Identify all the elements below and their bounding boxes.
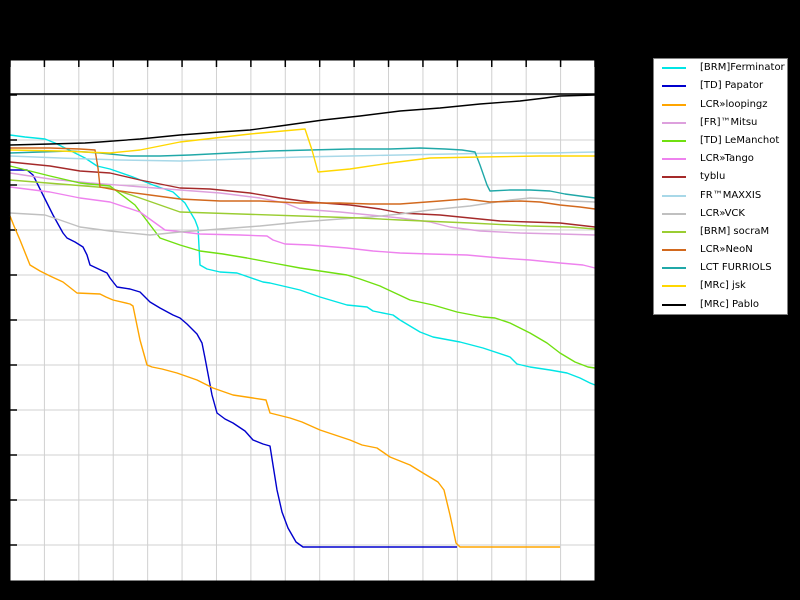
legend-label: LCR»loopingz [700, 98, 768, 110]
legend-label: FR™MAXXIS [700, 189, 762, 201]
legend-item: FR™MAXXIS [654, 187, 787, 205]
legend-label: LCR»NeoN [700, 244, 753, 256]
legend-item: LCR»VCK [654, 205, 787, 223]
legend-color-marker [662, 103, 686, 106]
series-line-0 [9, 134, 596, 386]
series-line-10 [10, 147, 596, 210]
series-line-9 [9, 179, 596, 230]
legend-label: [MRc] jsk [700, 280, 746, 292]
legend-color-marker [662, 176, 686, 179]
legend-label: [TD] Papator [700, 80, 764, 92]
legend: [BRM]Ferminator [TD] Papator LCR»loopingz [… [653, 58, 788, 315]
legend-color-marker [662, 230, 686, 233]
legend-item: tyblu [654, 168, 787, 186]
series-line-13 [9, 94, 596, 146]
legend-item: [TD] Papator [654, 77, 787, 95]
legend-color-marker [662, 212, 686, 215]
series-line-5 [9, 186, 596, 269]
legend-label: LCR»Tango [700, 153, 754, 165]
legend-color-marker [662, 285, 686, 288]
legend-item: [TD] LeManchot [654, 132, 787, 150]
legend-item: [FR]™Mitsu [654, 114, 787, 132]
legend-color-marker [662, 67, 686, 70]
legend-color-marker [662, 139, 686, 142]
legend-item: LCR»loopingz [654, 96, 787, 114]
legend-label: [TD] LeManchot [700, 134, 780, 146]
series-line-4 [9, 165, 596, 369]
series-line-3 [9, 172, 596, 236]
legend-label: LCR»VCK [700, 207, 745, 219]
series-line-6 [9, 161, 596, 228]
legend-label: [BRM] socraM [700, 225, 770, 237]
legend-label: tyblu [700, 171, 726, 183]
legend-item: [MRc] Pablo [654, 296, 787, 314]
legend-label: [BRM]Ferminator [700, 62, 785, 74]
legend-label: [MRc] Pablo [700, 298, 760, 310]
legend-label: [FR]™Mitsu [700, 116, 758, 128]
legend-item: LCR»NeoN [654, 241, 787, 259]
legend-item: [BRM]Ferminator [654, 59, 787, 77]
plot-border [9, 59, 596, 582]
legend-label: LCT FURRIOLS [700, 262, 772, 274]
legend-color-marker [662, 303, 686, 306]
series-line-7 [9, 151, 596, 162]
legend-item: LCR»Tango [654, 150, 787, 168]
legend-color-marker [662, 121, 686, 124]
legend-item: [BRM] socraM [654, 223, 787, 241]
legend-color-marker [662, 194, 686, 197]
series-line-11 [9, 147, 596, 199]
legend-item: [MRc] jsk [654, 277, 787, 295]
legend-color-marker [662, 158, 686, 161]
legend-color-marker [662, 249, 686, 252]
legend-item: LCT FURRIOLS [654, 259, 787, 277]
legend-color-marker [662, 267, 686, 270]
series-line-12 [9, 128, 595, 173]
legend-color-marker [662, 85, 686, 88]
series-line-2 [9, 215, 560, 548]
series-line-1 [10, 169, 457, 548]
